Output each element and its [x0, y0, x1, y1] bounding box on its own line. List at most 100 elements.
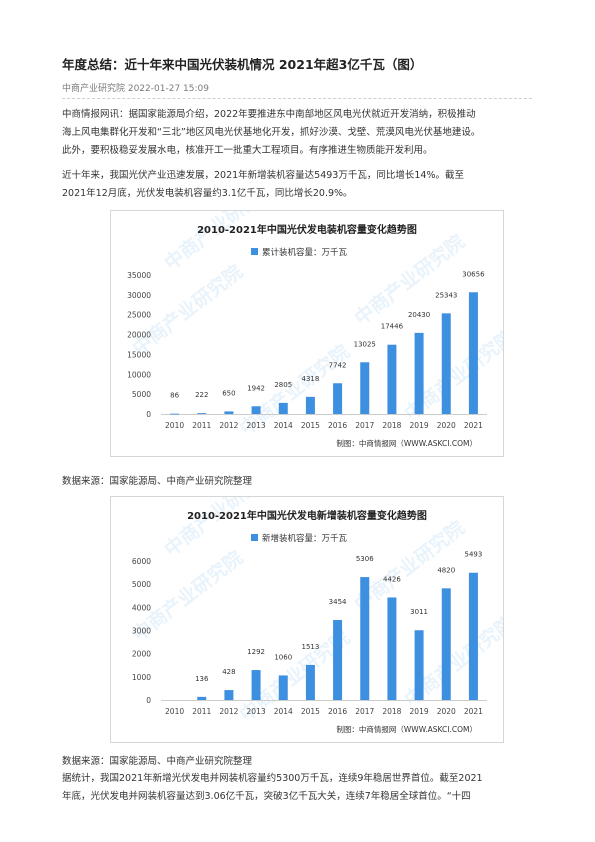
data-label: 3011 — [410, 608, 428, 616]
x-tick-label: 2011 — [192, 707, 211, 716]
x-tick-label: 2014 — [274, 421, 293, 430]
data-label: 650 — [222, 389, 235, 397]
data-label: 25343 — [435, 291, 457, 299]
paragraph-line: 年底，光伏发电并网装机容量达到3.06亿千瓦，突破3亿千瓦大关，连续7年稳居全球… — [62, 791, 471, 802]
data-label: 4820 — [437, 566, 455, 574]
paragraph-line: 中商情报网讯：据国家能源局介绍，2022年要推进东中南部地区风电光伏就近开发消纳… — [62, 109, 476, 120]
data-label: 5306 — [356, 555, 374, 563]
chart-svg: 中商产业研究院中商产业研究院中商产业研究院中商产业研究院中商产业研究院2010-… — [127, 211, 503, 448]
x-tick-label: 2021 — [464, 707, 483, 716]
x-tick-label: 2019 — [410, 707, 429, 716]
x-tick-label: 2020 — [437, 421, 456, 430]
source-caption: 数据来源：国家能源局、中商产业研究院整理 — [62, 476, 253, 487]
bar — [441, 588, 451, 700]
bar — [468, 292, 478, 414]
data-label: 2805 — [274, 381, 292, 389]
x-tick-label: 2017 — [355, 421, 374, 430]
x-tick-label: 2017 — [355, 707, 374, 716]
bar — [468, 572, 478, 700]
y-tick-label: 5000 — [132, 580, 151, 589]
legend-label: 新增装机容量：万千瓦 — [262, 533, 348, 544]
y-tick-label: 0 — [146, 696, 151, 705]
chart-credit: 制图：中商情报网（WWW.ASKCI.COM） — [336, 724, 477, 734]
bar — [360, 362, 370, 414]
x-tick-label: 2015 — [301, 707, 320, 716]
y-tick-label: 1000 — [132, 673, 151, 682]
x-tick-label: 2013 — [247, 707, 266, 716]
x-tick-label: 2010 — [165, 421, 184, 430]
data-label: 4318 — [302, 375, 320, 383]
y-tick-label: 20000 — [127, 331, 151, 340]
bar — [197, 413, 207, 414]
chart-title: 2010-2021年中国光伏发电新增装机容量变化趋势图 — [187, 509, 427, 522]
data-label: 86 — [170, 392, 179, 400]
x-tick-label: 2012 — [219, 707, 238, 716]
data-label: 7742 — [329, 361, 347, 369]
y-tick-label: 5000 — [132, 390, 151, 399]
x-tick-label: 2019 — [410, 421, 429, 430]
x-tick-label: 2018 — [382, 421, 401, 430]
bar — [360, 577, 370, 700]
paragraph-line: 2021年12月底，光伏发电装机容量约3.1亿千瓦，同比增长20.9%。 — [62, 188, 353, 199]
bar — [170, 413, 180, 415]
legend-label: 累计装机容量：万千瓦 — [262, 247, 348, 258]
data-label: 17446 — [381, 323, 404, 331]
paragraph-line: 海上风电集群化开发和“三北”地区风电光伏基地化开发，抓好沙漠、戈壁、荒漠风电光伏… — [62, 127, 481, 138]
bar — [414, 630, 424, 700]
y-tick-label: 3000 — [132, 627, 151, 636]
x-tick-label: 2013 — [247, 421, 266, 430]
data-label: 3454 — [329, 598, 347, 606]
chart-title: 2010-2021年中国光伏发电装机容量变化趋势图 — [197, 223, 417, 236]
bar — [197, 696, 207, 700]
data-label: 13025 — [354, 340, 376, 348]
y-tick-label: 0 — [146, 410, 151, 419]
bar — [387, 344, 397, 414]
watermark-text: 中商产业研究院 — [160, 211, 279, 275]
x-tick-label: 2016 — [328, 421, 347, 430]
watermark-text: 中商产业研究院 — [160, 497, 279, 561]
x-tick-label: 2014 — [274, 707, 293, 716]
paragraph-line: 据统计，我国2021年新增光伏发电并网装机容量约5300万千瓦，连续9年稳居世界… — [62, 773, 483, 784]
x-tick-label: 2010 — [165, 707, 184, 716]
chart-credit: 制图：中商情报网（WWW.ASKCI.COM） — [336, 438, 477, 448]
data-label: 5493 — [465, 551, 483, 559]
x-tick-label: 2011 — [192, 421, 211, 430]
data-label: 20430 — [408, 311, 430, 319]
new-capacity-chart: 中商产业研究院 中商产业研究院 中商产业研究院 中商产业研究院 中商产业研究院 2010-… — [110, 496, 504, 743]
x-tick-label: 2016 — [328, 707, 347, 716]
data-label: 428 — [222, 668, 235, 676]
bar — [224, 690, 234, 700]
y-tick-label: 25000 — [127, 311, 151, 320]
paragraph-line: 近十年来，我国光伏产业迅速发展，2021年新增装机容量达5493万千瓦，同比增长… — [62, 170, 464, 181]
data-label: 222 — [195, 391, 208, 399]
bar — [333, 383, 343, 414]
article-meta: 中商产业研究院 2022-01-27 15:09 — [62, 84, 209, 94]
source-caption: 数据来源：国家能源局、中商产业研究院整理 — [62, 756, 253, 767]
paragraph-line: 此外，要积极稳妥发展水电，核准开工一批重大工程项目。有序推进生物质能开发利用。 — [62, 145, 433, 156]
y-tick-label: 6000 — [132, 557, 151, 566]
bar — [387, 597, 397, 700]
x-tick-label: 2015 — [301, 421, 320, 430]
legend-swatch — [251, 534, 258, 541]
data-label: 1942 — [247, 384, 265, 392]
data-label: 1513 — [302, 643, 320, 651]
x-tick-label: 2021 — [464, 421, 483, 430]
y-tick-label: 30000 — [127, 291, 151, 300]
bar — [333, 619, 343, 700]
x-tick-label: 2020 — [437, 707, 456, 716]
cumulative-capacity-chart: 中商产业研究院 中商产业研究院 中商产业研究院 中商产业研究院 中商产业研究院 2010-… — [110, 210, 504, 457]
data-label: 1292 — [247, 648, 265, 656]
y-tick-label: 10000 — [127, 370, 151, 379]
y-tick-label: 4000 — [132, 603, 151, 612]
chart-svg: 中商产业研究院中商产业研究院中商产业研究院中商产业研究院中商产业研究院2010-… — [128, 497, 503, 734]
divider — [62, 98, 532, 99]
bar — [251, 406, 261, 414]
data-label: 1060 — [274, 653, 292, 661]
bar — [278, 402, 288, 414]
data-label: 4426 — [383, 575, 401, 583]
bar — [305, 396, 315, 414]
y-tick-label: 15000 — [127, 350, 151, 359]
bar — [251, 670, 261, 700]
y-tick-label: 35000 — [127, 271, 151, 280]
bar — [414, 332, 424, 414]
